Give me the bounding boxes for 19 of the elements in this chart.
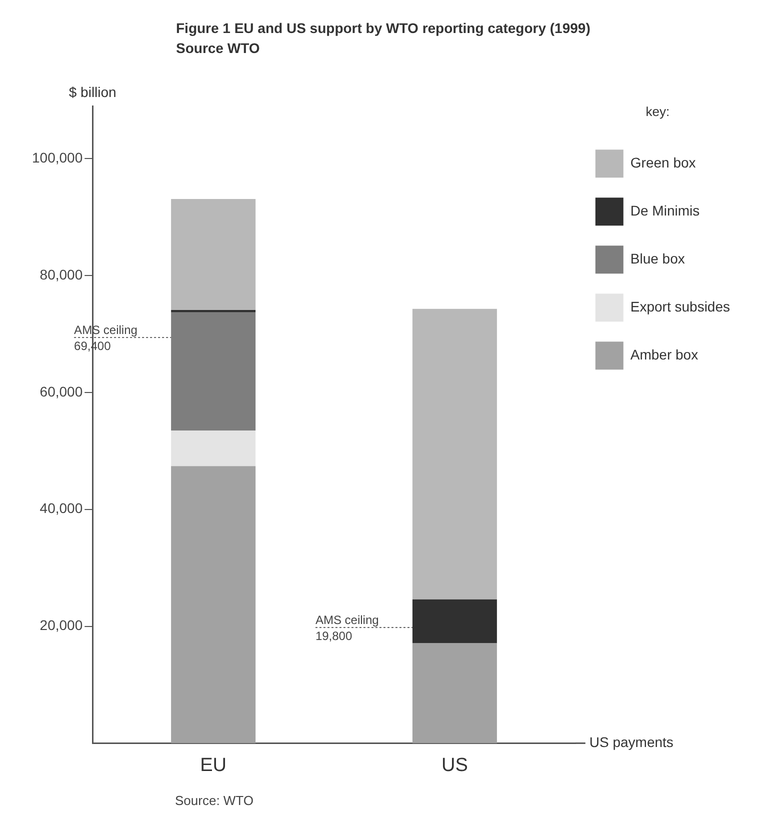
y-tick-label: 60,000 bbox=[40, 383, 83, 400]
y-tick-label: 20,000 bbox=[40, 617, 83, 634]
legend-label: Amber box bbox=[630, 346, 698, 362]
source-note: Source: WTO bbox=[175, 793, 254, 808]
chart-title: Figure 1 EU and US support by WTO reporting category (1999) bbox=[176, 19, 590, 38]
x-tick-label: US bbox=[441, 754, 468, 776]
legend-title: key: bbox=[646, 104, 670, 120]
legend-label: Export subsides bbox=[630, 298, 730, 314]
ref-line-label: AMS ceiling 19,800 bbox=[315, 612, 379, 643]
legend-label: Blue box bbox=[630, 250, 685, 266]
x-axis-title: US payments bbox=[589, 734, 674, 750]
y-tick-label: 80,000 bbox=[40, 266, 83, 282]
legend-label: De Minimis bbox=[630, 202, 700, 218]
legend-label: Green box bbox=[630, 154, 696, 170]
y-tick-label: 40,000 bbox=[40, 500, 83, 516]
chart-subtitle: Source WTO bbox=[176, 39, 261, 58]
y-axis-title: $ billion bbox=[68, 84, 116, 100]
x-tick-label: EU bbox=[200, 754, 227, 776]
y-tick-label: 100,000 bbox=[32, 149, 83, 166]
